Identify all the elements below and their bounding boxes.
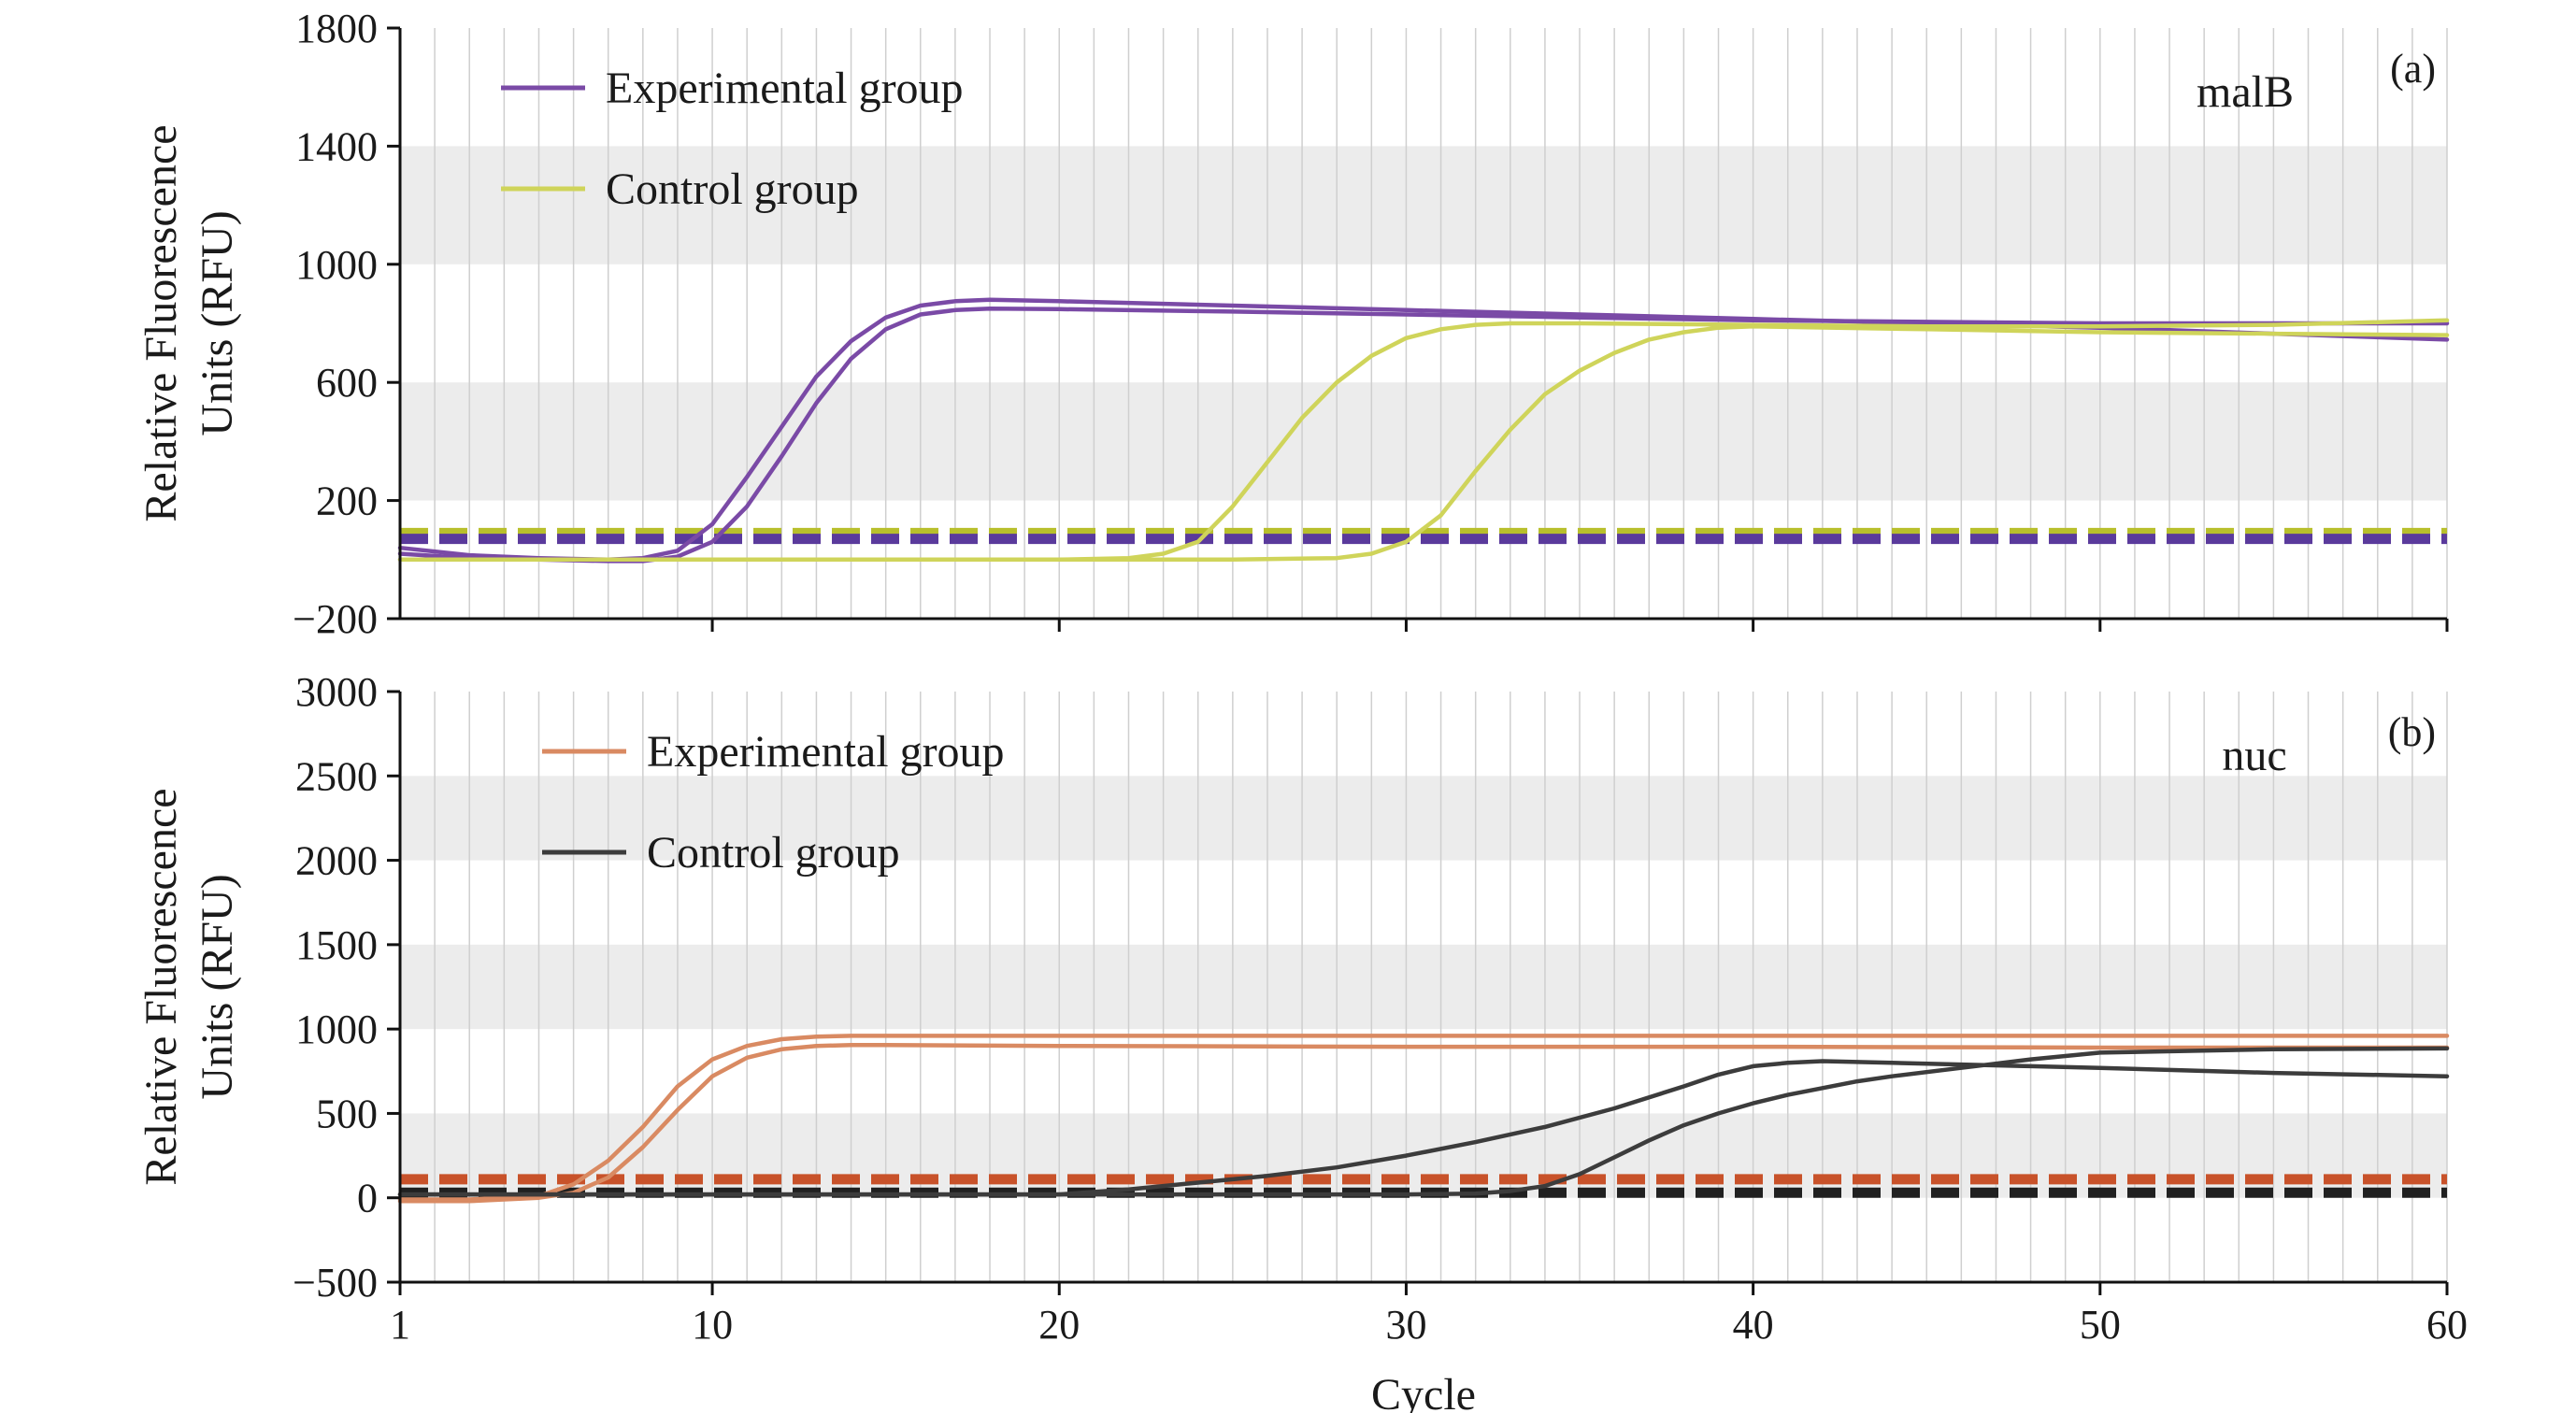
y-tick-label: 1000 (295, 1006, 378, 1052)
y-tick-label: 1800 (295, 6, 378, 51)
y-tick-label: 2500 (295, 753, 378, 799)
x-tick-label: 40 (1733, 1302, 1774, 1348)
x-tick-label: 50 (2080, 1302, 2121, 1348)
y-tick-label: 1500 (295, 922, 378, 968)
panel-label: (b) (2388, 709, 2436, 755)
legend-label: Control group (606, 164, 859, 214)
y-axis-title-units: Units (RFU) (193, 210, 242, 435)
panel-b-nuc: −500 0 500 1000 1500 2000 2500 3000 1 10 20 30 40 50 6… (136, 669, 2468, 1348)
legend-label: Experimental group (647, 727, 1005, 777)
y-axis-title: Relative Fluorescence (136, 788, 186, 1185)
y-tick-label: −500 (293, 1260, 378, 1306)
x-tick-label: 1 (390, 1302, 410, 1348)
y-tick-label: −200 (293, 596, 378, 642)
x-tick-label: 60 (2426, 1302, 2468, 1348)
y-tick-label: 3000 (295, 669, 378, 715)
legend-label: Control group (647, 828, 900, 878)
y-tick-label: 2000 (295, 838, 378, 884)
x-tick-label: 30 (1385, 1302, 1426, 1348)
y-tick-label: 1400 (295, 123, 378, 169)
panel-label: (a) (2390, 46, 2436, 92)
x-axis-title: Cycle (1371, 1370, 1476, 1413)
y-axis-title: Relative Fluorescence (136, 124, 186, 521)
gene-label: malB (2197, 67, 2294, 117)
y-tick-label: 0 (357, 1176, 378, 1221)
background-band (400, 1113, 2447, 1198)
background-band (400, 146, 2447, 264)
amplification-curve (397, 323, 2450, 563)
y-tick-label: 500 (316, 1091, 378, 1136)
y-tick-label: 600 (316, 360, 378, 406)
background-band (400, 382, 2447, 501)
gene-label: nuc (2222, 731, 2286, 780)
y-tick-label: 200 (316, 478, 378, 524)
background-band (400, 944, 2447, 1030)
x-tick-label: 20 (1038, 1302, 1080, 1348)
amplification-curve (397, 1034, 2450, 1202)
amplification-curve (397, 1046, 2450, 1197)
x-tick-label: 10 (692, 1302, 733, 1348)
legend-label: Experimental group (606, 64, 964, 113)
y-axis-title-units: Units (RFU) (193, 874, 242, 1099)
panel-a-malB: −200 200 600 1000 1400 1800 Relative Fluoresce… (136, 6, 2450, 642)
background-band (400, 776, 2447, 861)
y-tick-label: 1000 (295, 242, 378, 288)
